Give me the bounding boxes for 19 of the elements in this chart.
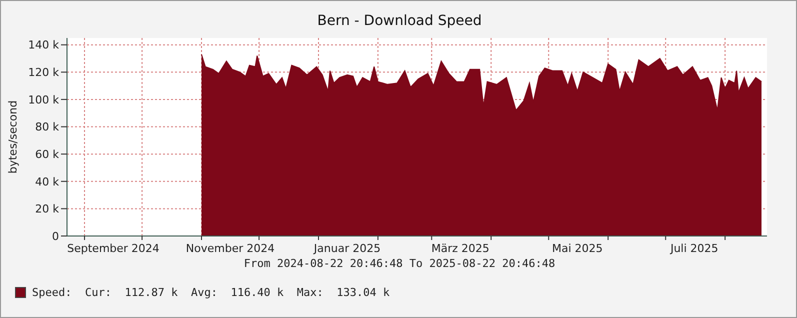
y-tick-label: 0 [52, 230, 59, 243]
y-tick-label: 80 k [35, 120, 60, 134]
y-axis-title: bytes/second [6, 100, 20, 174]
y-tick-label: 120 k [28, 66, 60, 80]
y-tick-label: 140 k [28, 38, 60, 52]
y-tick-label: 60 k [35, 148, 60, 161]
chart-title: Bern - Download Speed [316, 13, 483, 29]
text: Cur: 112.87 k Avg: 116.40 k Max: 133.04 k [85, 286, 390, 299]
x-tick-label: September 2024 [67, 242, 160, 255]
x-tick-label: März 2025 [431, 242, 490, 255]
text: Speed: [32, 286, 72, 299]
x-tick-label: Juli 2025 [669, 242, 718, 255]
y-tick-label: 40 k [35, 175, 60, 188]
x-tick-label: Mai 2025 [552, 242, 603, 255]
text: From 2024-08-22 20:46:48 To 2025-08-22 20:46:48 [242, 257, 556, 270]
y-tick-label: 100 k [28, 93, 60, 106]
y-tick-label: 20 k [35, 202, 60, 216]
x-tick-label: Januar 2025 [312, 242, 381, 255]
x-tick-label: November 2024 [186, 242, 275, 255]
